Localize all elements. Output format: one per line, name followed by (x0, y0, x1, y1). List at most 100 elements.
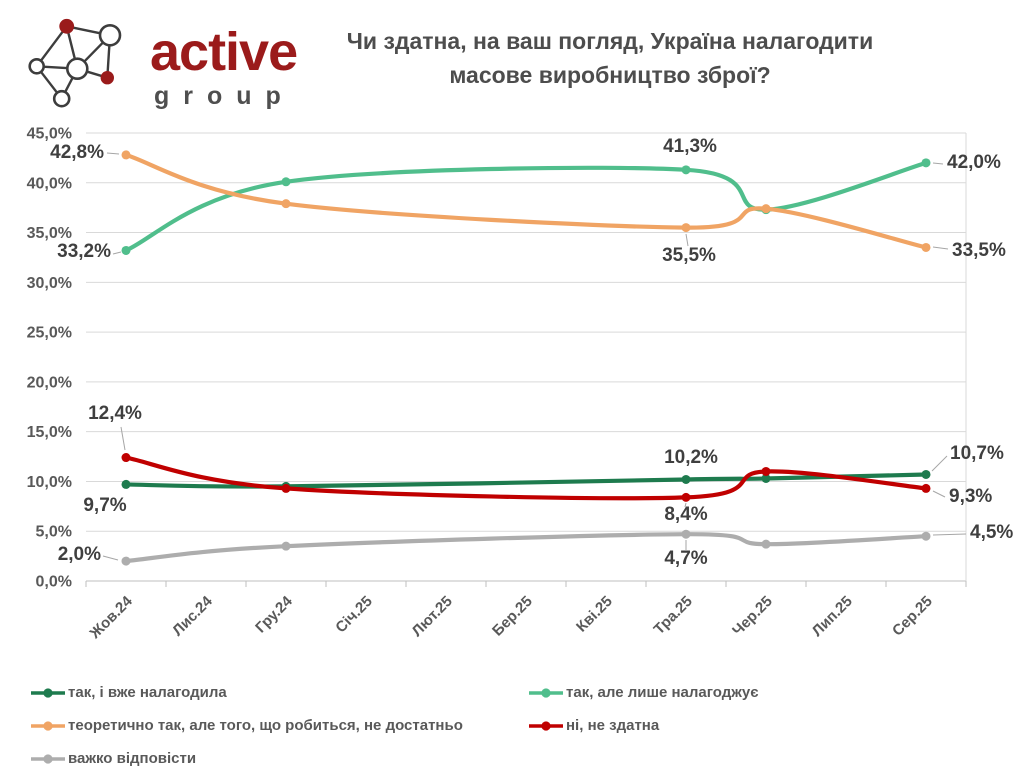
legend-label: так, і вже налагодила (68, 684, 227, 701)
legend-label: так, але лише налагоджує (566, 684, 759, 701)
logo-sub-text: group (154, 82, 295, 110)
legend-line-marker-icon (31, 687, 65, 698)
data-point-marker (921, 469, 931, 479)
label-leader-line (102, 555, 119, 561)
data-point-marker (761, 204, 771, 214)
data-label: 33,2% (57, 241, 111, 262)
legend-item: теоретично так, але того, що робиться, н… (30, 717, 528, 734)
data-label: 9,3% (949, 486, 992, 507)
legend-label: ні, не здатна (566, 717, 660, 734)
data-point-marker (281, 483, 291, 493)
logo: active group (22, 8, 322, 118)
data-label: 8,4% (664, 504, 707, 525)
y-axis-label: 40,0% (27, 175, 72, 192)
title-line-2: масове виробництво зброї? (449, 62, 771, 88)
data-point-marker (921, 158, 931, 168)
x-axis-label: Жов.24 (86, 592, 136, 642)
x-axis-label: Лис.24 (169, 592, 216, 639)
data-label: 35,5% (662, 245, 716, 266)
y-axis-label: 25,0% (27, 325, 72, 342)
legend-item: так, і вже налагодила (30, 684, 528, 701)
y-axis-label: 5,0% (36, 524, 72, 541)
series-line (123, 532, 929, 564)
y-axis-label: 35,0% (27, 225, 72, 242)
label-leader-line (684, 502, 687, 508)
series-line (123, 152, 929, 250)
data-point-marker (761, 473, 771, 483)
data-point-marker (281, 199, 291, 209)
legend-label: теоретично так, але того, що робиться, н… (68, 717, 463, 734)
label-leader-line (120, 426, 126, 451)
legend-line-marker-icon (529, 687, 563, 698)
x-axis-label: Гру.24 (252, 592, 296, 636)
label-leader-line (932, 246, 949, 250)
title-line-1: Чи здатна, на ваш погляд, Україна налаго… (346, 28, 874, 54)
data-point-marker (121, 150, 131, 160)
legend-line-marker-icon (31, 720, 65, 731)
data-point-marker (121, 245, 131, 255)
label-leader-line (932, 533, 967, 536)
data-label: 4,5% (970, 522, 1013, 543)
y-axis-label: 0,0% (36, 574, 72, 591)
data-point-marker (681, 165, 691, 175)
x-axis-label: Чер.25 (729, 593, 776, 640)
legend-item: ні, не здатна (528, 717, 996, 734)
data-point-marker (681, 223, 691, 233)
label-leader-line (932, 162, 944, 165)
label-leader-line (932, 490, 946, 498)
data-point-marker (761, 539, 771, 549)
data-label: 42,8% (50, 142, 104, 163)
label-leader-line (112, 251, 122, 255)
data-point-marker (121, 556, 131, 566)
x-axis-label: Січ.25 (332, 593, 376, 637)
series-line (123, 455, 929, 501)
chart-legend: так, і вже налагодила теоретично так, але… (30, 676, 996, 768)
data-label: 33,5% (952, 240, 1006, 261)
data-point-marker (921, 531, 931, 541)
data-label: 4,7% (664, 548, 707, 569)
y-axis-label: 15,0% (27, 424, 72, 441)
data-label: 2,0% (58, 544, 101, 565)
data-label: 42,0% (947, 152, 1001, 173)
y-axis-label: 30,0% (27, 275, 72, 292)
y-axis-label: 20,0% (27, 374, 72, 391)
legend-line-marker-icon (529, 720, 563, 731)
data-label: 41,3% (663, 136, 717, 157)
x-axis-label: Лют.25 (409, 593, 456, 640)
label-leader-line (931, 455, 948, 472)
y-axis-label: 45,0% (27, 126, 72, 143)
x-axis-label: Бер.25 (489, 593, 536, 640)
line-chart-svg: 0,0% 5,0% 10,0% 15,0% 20,0% 25,0% 30,0% 35,0% 40… (27, 126, 1014, 643)
data-point-marker (921, 483, 931, 493)
data-point-marker (681, 492, 691, 502)
data-point-marker (281, 541, 291, 551)
y-axis-label: 10,0% (27, 474, 72, 491)
data-point-marker (681, 529, 691, 539)
data-point-marker (921, 242, 931, 252)
x-axis-label: Кві.25 (573, 593, 616, 636)
data-point-marker (121, 479, 131, 489)
network-logo-icon (28, 18, 122, 108)
data-label: 10,7% (950, 443, 1004, 464)
legend-line-marker-icon (31, 753, 65, 764)
x-axis-label: Лип.25 (809, 593, 856, 640)
series-line (123, 472, 929, 489)
label-leader-line (106, 152, 120, 155)
data-label: 12,4% (88, 403, 142, 424)
legend-label: важко відповісти (68, 750, 197, 767)
label-leader-line (685, 233, 689, 247)
data-label: 10,2% (664, 447, 718, 468)
legend-item: важко відповісти (30, 750, 528, 767)
x-axis-label: Сер.25 (889, 593, 936, 640)
data-point-marker (681, 474, 691, 484)
data-point-marker (281, 177, 291, 187)
x-axis-label: Тра.25 (651, 593, 696, 638)
logo-brand-text: active (150, 22, 298, 82)
page-title: Чи здатна, на ваш погляд, Україна налаго… (318, 24, 902, 92)
data-point-marker (121, 453, 131, 463)
data-point-marker (761, 466, 771, 476)
data-label: 9,7% (83, 495, 126, 516)
legend-item: так, але лише налагоджує (528, 684, 996, 701)
series-line (123, 160, 929, 253)
